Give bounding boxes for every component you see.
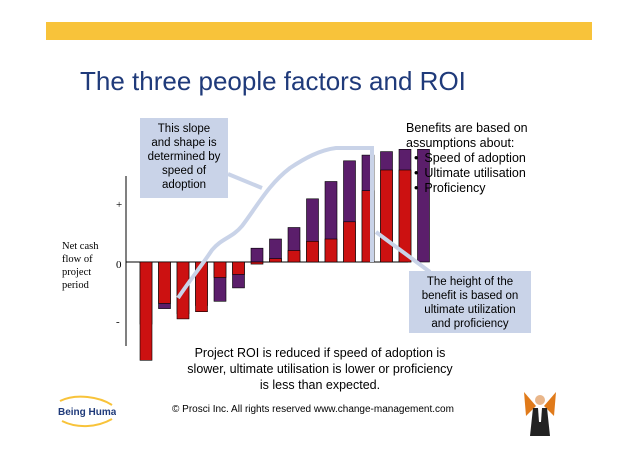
roi-statement: Project ROI is reduced if speed of adopt… (160, 345, 480, 393)
red-bar-9 (287, 250, 301, 263)
being-human-logo: Being Human (58, 395, 116, 427)
slope-callout-line: determined by (147, 151, 221, 163)
height-callout: The height of the benefit is based on ul… (409, 271, 531, 333)
red-bar-11 (324, 238, 338, 263)
red-bar-14 (380, 169, 393, 263)
height-callout-line: and proficiency (431, 318, 509, 330)
red-bar-12 (343, 221, 356, 263)
height-callout-line: The height of the (426, 276, 514, 288)
red-bar-7 (250, 261, 264, 265)
y-axis-label-line: flow of (62, 254, 93, 265)
red-bar-8 (269, 258, 282, 263)
y-axis-label: Net cash flow of project period (62, 240, 98, 292)
red-bar-15 (398, 169, 412, 263)
benefits-heading: assumptions about: (406, 136, 515, 150)
benefits-heading: Benefits are based on (406, 121, 528, 135)
benefits-item: Proficiency (414, 181, 528, 196)
height-callout-line: ultimate utilization (424, 304, 516, 316)
red-bar-10 (306, 241, 319, 263)
roi-statement-line: Project ROI is reduced if speed of adopt… (194, 346, 446, 360)
height-pointer (374, 230, 432, 274)
roi-statement-line: slower, ultimate utilisation is lower or… (187, 362, 453, 376)
copyright-footer: © Prosci Inc. All rights reserved www.ch… (172, 404, 454, 415)
logo-text: Being Human (58, 407, 116, 418)
tick-plus: + (116, 199, 122, 211)
y-axis-label-line: period (62, 280, 89, 291)
page-title: The three people factors and ROI (80, 66, 466, 96)
slope-callout: This slope and shape is determined by sp… (140, 118, 228, 198)
benefits-item: Speed of adoption (414, 151, 528, 166)
butterfly-person-icon (524, 392, 556, 436)
red-bar-1 (139, 261, 153, 361)
purple-bar-7 (250, 247, 264, 263)
red-bar-2 (158, 261, 171, 304)
adoption-curve (176, 146, 374, 300)
benefits-note: Benefits are based on assumptions about:… (406, 121, 528, 196)
roi-statement-line: is less than expected. (259, 378, 381, 392)
slope-callout-line: adoption (161, 179, 207, 191)
y-axis-label-line: project (62, 267, 92, 278)
benefits-item: Ultimate utilisation (414, 166, 528, 181)
y-axis-label-line: Net cash (62, 241, 99, 252)
height-callout-line: benefit is based on (421, 290, 519, 302)
slope-callout-line: and shape is (151, 137, 217, 149)
benefits-list: Speed of adoption Ultimate utilisation P… (406, 151, 528, 196)
slope-callout-line: speed of (161, 165, 207, 177)
red-bar-5 (213, 261, 227, 278)
tick-minus: - (116, 316, 120, 328)
red-bar-6 (232, 261, 245, 275)
top-accent-bar (46, 22, 592, 40)
slope-callout-line: This slope (157, 123, 211, 135)
tick-zero: 0 (116, 259, 122, 271)
slope-pointer (227, 172, 263, 190)
